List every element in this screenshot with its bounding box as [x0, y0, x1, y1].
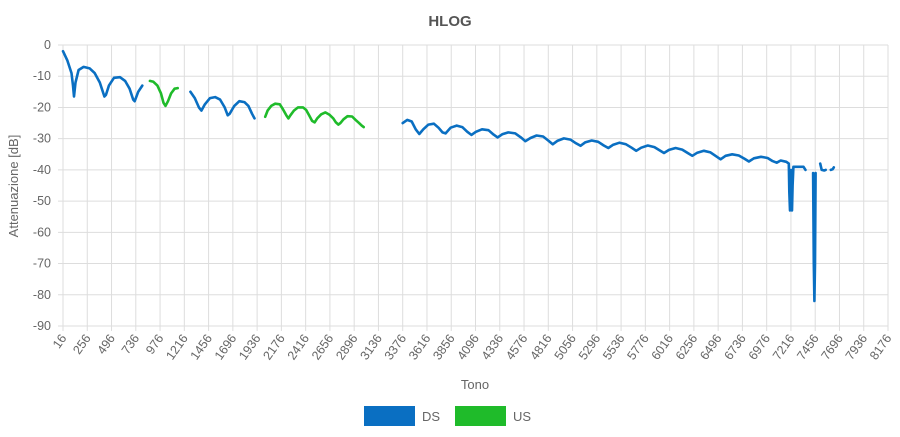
x-tick-label: 5776	[624, 332, 651, 363]
x-tick-label: 1216	[163, 332, 190, 363]
y-axis-title: Attenuazione [dB]	[6, 135, 21, 238]
y-tick-label: -80	[33, 288, 51, 302]
x-tick-label: 6496	[697, 332, 724, 363]
axis-ticks: 16 256 496 736 97612161456169619362176241626…	[33, 38, 895, 363]
x-tick-label: 2176	[260, 332, 287, 363]
x-tick-label: 2896	[333, 332, 360, 363]
chart-title: HLOG	[428, 13, 471, 30]
series-line-ds	[829, 166, 836, 172]
x-tick-label: 976	[143, 332, 166, 357]
y-tick-label: -50	[33, 194, 51, 208]
x-tick-label: 6976	[746, 332, 773, 363]
x-tick-label: 1936	[236, 332, 263, 363]
grid-lines	[58, 44, 889, 331]
x-tick-label: 4576	[503, 332, 530, 363]
x-tick-label: 3856	[430, 332, 457, 363]
legend-swatch-us	[455, 406, 506, 426]
x-tick-label: 6016	[649, 332, 676, 363]
y-tick-label: -60	[33, 225, 51, 239]
x-tick-label: 7696	[819, 332, 846, 363]
legend-label-ds: DS	[422, 409, 440, 424]
x-tick-label: 8176	[867, 332, 894, 363]
x-tick-label: 736	[119, 332, 142, 357]
legend: DS US	[364, 406, 531, 426]
y-tick-label: -90	[33, 319, 51, 333]
x-tick-label: 16	[50, 332, 69, 351]
x-tick-label: 6256	[673, 332, 700, 363]
x-tick-label: 2656	[309, 332, 336, 363]
x-tick-label: 496	[95, 332, 118, 357]
x-tick-label: 256	[70, 332, 93, 357]
x-tick-label: 5056	[552, 332, 579, 363]
x-axis-title: Tono	[461, 377, 489, 392]
y-tick-label: -20	[33, 100, 51, 114]
x-tick-label: 4336	[479, 332, 506, 363]
series-line-ds	[189, 90, 256, 120]
x-tick-label: 7216	[770, 332, 797, 363]
y-tick-label: -10	[33, 69, 51, 83]
x-tick-label: 5296	[576, 332, 603, 363]
series-line-ds	[811, 171, 817, 303]
y-tick-label: 0	[44, 38, 51, 52]
series-line-us	[263, 102, 365, 129]
series-line-us	[148, 79, 179, 108]
series-line-ds	[61, 49, 144, 103]
x-tick-label: 3376	[382, 332, 409, 363]
x-tick-label: 4096	[455, 332, 482, 363]
x-tick-label: 1696	[212, 332, 239, 363]
legend-swatch-ds	[364, 406, 415, 426]
x-tick-label: 1456	[188, 332, 215, 363]
x-tick-label: 2416	[285, 332, 312, 363]
y-tick-label: -40	[33, 163, 51, 177]
x-tick-label: 7456	[794, 332, 821, 363]
x-tick-label: 4816	[527, 332, 554, 363]
x-tick-label: 6736	[721, 332, 748, 363]
series-line-ds	[401, 118, 807, 212]
x-tick-label: 3136	[357, 332, 384, 363]
series-line-ds	[818, 162, 827, 172]
series-lines	[61, 49, 836, 303]
y-tick-label: -70	[33, 257, 51, 271]
x-tick-label: 3616	[406, 332, 433, 363]
x-tick-label: 5536	[600, 332, 627, 363]
y-tick-label: -30	[33, 132, 51, 146]
legend-label-us: US	[513, 409, 531, 424]
x-tick-label: 7936	[843, 332, 870, 363]
